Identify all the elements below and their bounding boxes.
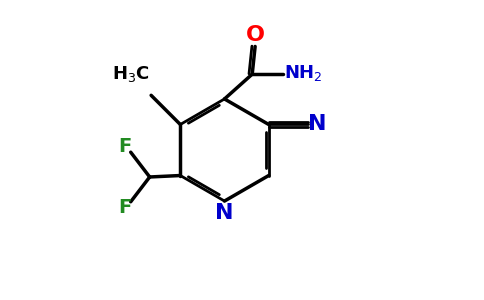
Text: H$_3$C: H$_3$C xyxy=(112,64,150,84)
Text: O: O xyxy=(245,26,265,45)
Text: N: N xyxy=(308,115,327,134)
Text: N: N xyxy=(215,203,234,223)
Text: NH$_2$: NH$_2$ xyxy=(284,63,323,83)
Text: F: F xyxy=(118,197,132,217)
Text: F: F xyxy=(118,137,132,156)
